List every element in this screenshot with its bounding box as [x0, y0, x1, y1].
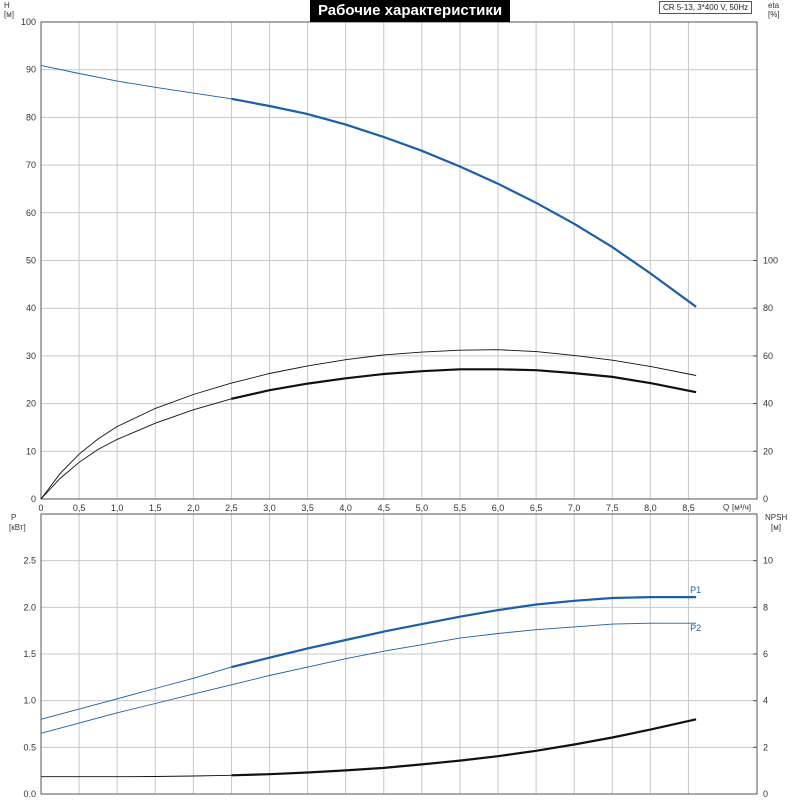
left-axis-tick-label: 0: [31, 494, 36, 504]
x-axis-tick-label: 0,5: [73, 503, 86, 513]
x-axis-tick-label: 5,5: [454, 503, 467, 513]
left-axis-tick-label: 50: [26, 256, 36, 266]
x-axis-tick-label: 2,0: [187, 503, 200, 513]
left-axis-tick-label: 1.5: [23, 649, 36, 659]
left-axis-tick-label: 10: [26, 446, 36, 456]
top-panel: 0 10 20 30 40 50 60 70 80 90 100 0 20 40 60 80 100 0 0,5 1,…: [4, 1, 780, 513]
x-axis-tick-label: 4,0: [339, 503, 352, 513]
curve-series-line-thin: [41, 774, 232, 778]
left-axis-tick-label: 70: [26, 160, 36, 170]
p1-series-line: [231, 596, 697, 669]
left-axis-tick-label: 0.0: [23, 789, 36, 799]
left-axis-tick-label: 2.0: [23, 602, 36, 612]
curve-series-line-thin: [40, 398, 232, 500]
p2-series-line-thin: [40, 622, 697, 734]
curve-series-line-thin: [40, 349, 697, 500]
x-axis-tick-label: 2,5: [225, 503, 238, 513]
right-axis-tick-label: 0: [763, 789, 768, 799]
x-axis-tick-label: 1,0: [111, 503, 124, 513]
left-axis-tick-label: 0.5: [23, 742, 36, 752]
top-left-axis-unit: [м]: [4, 10, 14, 19]
bottom-panel: 0.0 0.5 1.0 1.5 2.0 2.5 0 2 4 6 8 10 P1 P2 P [кВт] N…: [9, 513, 787, 799]
left-axis-tick-label: 40: [26, 303, 36, 313]
curve-series-line: [231, 368, 697, 400]
top-grid: [40, 21, 757, 500]
x-axis-tick-label: 0: [38, 503, 43, 513]
x-axis-tick-label: 1,5: [149, 503, 162, 513]
bottom-grid: [40, 514, 757, 795]
right-axis-tick-label: 6: [763, 649, 768, 659]
left-axis-tick-label: 90: [26, 65, 36, 75]
x-axis-tick-label: 3,5: [301, 503, 314, 513]
x-axis-label: Q: [723, 503, 729, 512]
left-axis-tick-label: 80: [26, 112, 36, 122]
bottom-left-axis-unit: [кВт]: [9, 523, 26, 532]
x-axis-tick-label: 7,0: [568, 503, 581, 513]
left-axis-tick-label: 1.0: [23, 696, 36, 706]
chart-title: Рабочие характеристики: [310, 0, 511, 22]
curve-series-line-thin: [40, 64, 232, 100]
right-axis-tick-label: 0: [763, 494, 768, 504]
p2-series-label: P2: [690, 623, 701, 633]
x-axis-tick-label: 8,5: [682, 503, 695, 513]
bottom-right-axis-unit: [м]: [771, 523, 781, 532]
right-axis-tick-label: 4: [763, 696, 768, 706]
right-axis-tick-label: 20: [763, 446, 773, 456]
top-left-axis-label: H: [4, 1, 10, 10]
top-plot-frame: [40, 21, 758, 500]
x-axis-tick-label: 7,5: [606, 503, 619, 513]
right-axis-tick-label: 2: [763, 742, 768, 752]
right-axis-tick-label: 10: [763, 556, 773, 566]
p1-series-label: P1: [690, 585, 701, 595]
bottom-series: P1 P2: [40, 585, 701, 778]
left-axis-tick-label: 30: [26, 351, 36, 361]
right-axis-tick-label: 80: [763, 303, 773, 313]
bottom-tick-labels: 0.0 0.5 1.0 1.5 2.0 2.5 0 2 4 6 8 10: [23, 556, 773, 799]
right-axis-tick-label: 60: [763, 351, 773, 361]
x-axis-tick-label: 6,0: [492, 503, 505, 513]
top-tick-labels: 0 10 20 30 40 50 60 70 80 90 100 0 20 40 60 80 100 0 0,5 1,…: [21, 17, 778, 513]
top-series: [40, 64, 697, 500]
top-right-axis-unit: [%]: [768, 10, 780, 19]
x-axis-tick-label: 3,0: [263, 503, 276, 513]
x-axis-tick-label: 4,5: [378, 503, 391, 513]
x-axis-tick-label: 6,5: [530, 503, 543, 513]
curve-series-line: [231, 97, 697, 308]
chart-subtitle: CR 5-13, 3*400 V, 50Hz: [659, 1, 753, 14]
curve-series-line: [231, 718, 697, 777]
x-axis-tick-label: 8,0: [644, 503, 657, 513]
x-axis-unit: [м³/ч]: [732, 503, 751, 512]
p1-series-line-thin: [40, 666, 232, 720]
left-axis-tick-label: 20: [26, 399, 36, 409]
bottom-plot-frame: [40, 513, 758, 795]
x-axis-tick-label: 5,0: [416, 503, 429, 513]
right-axis-tick-label: 100: [763, 256, 778, 266]
top-right-axis-label: eta: [768, 1, 780, 10]
left-axis-tick-label: 60: [26, 208, 36, 218]
bottom-right-axis-label: NPSH: [765, 513, 787, 522]
left-axis-tick-label: 100: [21, 17, 36, 27]
right-axis-tick-label: 40: [763, 399, 773, 409]
right-axis-tick-label: 8: [763, 602, 768, 612]
bottom-left-axis-label: P: [11, 513, 16, 522]
left-axis-tick-label: 2.5: [23, 556, 36, 566]
